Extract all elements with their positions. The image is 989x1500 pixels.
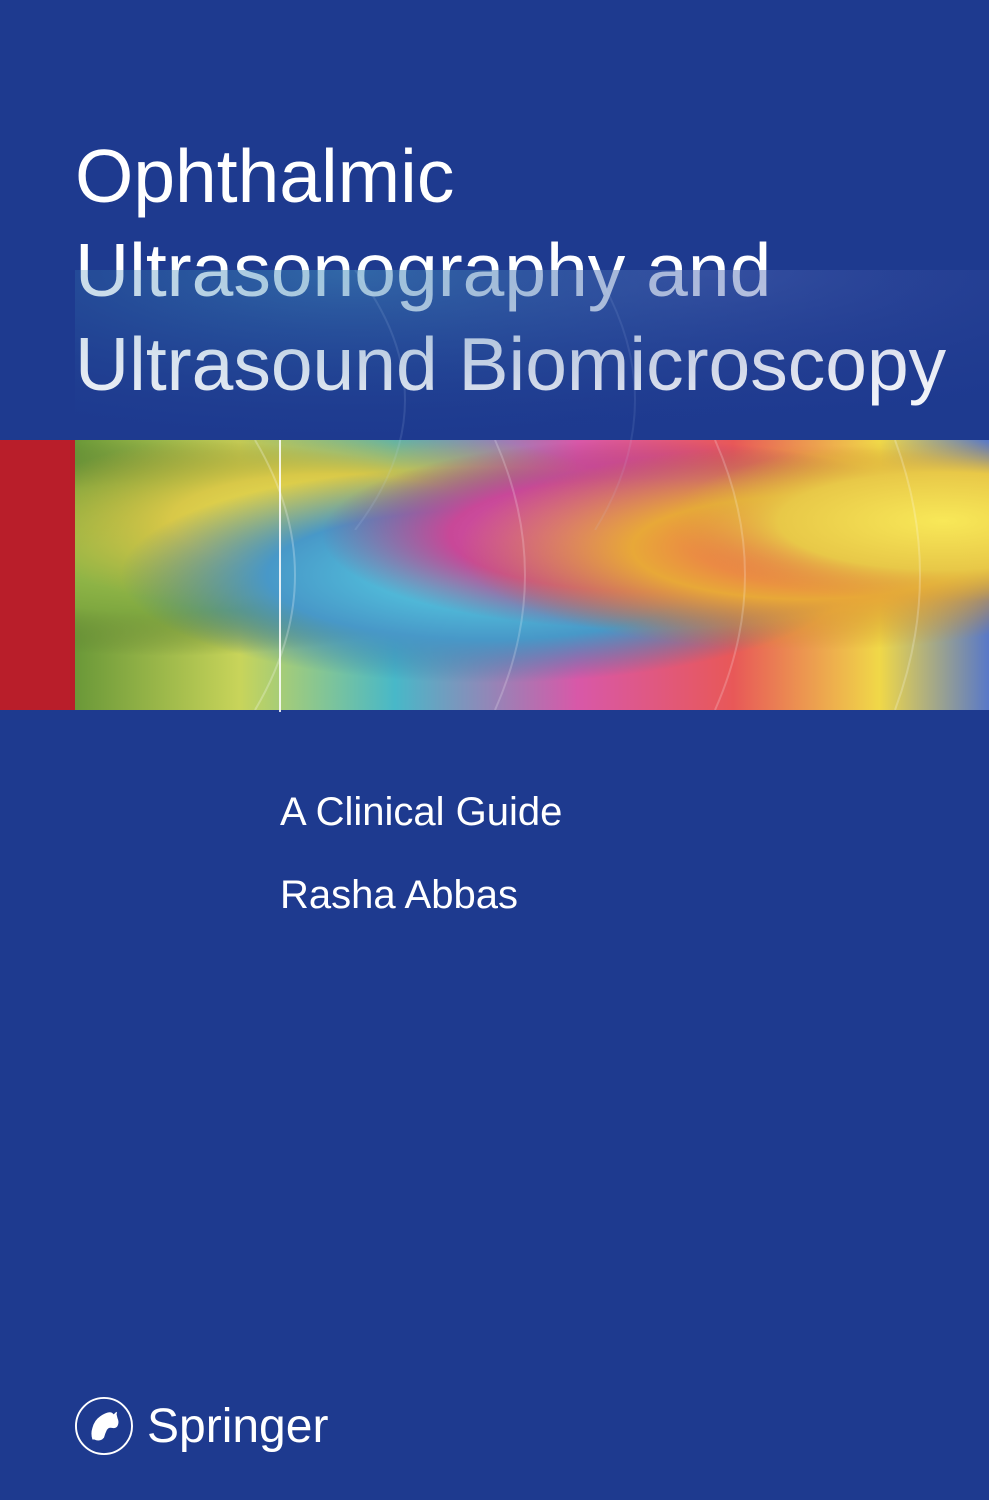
book-title: Ophthalmic Ultrasonography and Ultrasoun…: [75, 130, 949, 411]
publisher-name: Springer: [147, 1399, 328, 1454]
subtitle-block: A Clinical Guide Rasha Abbas: [280, 790, 562, 918]
book-subtitle: A Clinical Guide: [280, 790, 562, 835]
spectrum-artwork: [75, 440, 989, 710]
vertical-divider-line: [279, 440, 281, 712]
accent-red-block: [0, 440, 75, 710]
springer-horse-icon: [75, 1397, 133, 1455]
title-line-3: Ultrasound Biomicroscopy: [75, 322, 946, 406]
title-line-2: Ultrasonography and: [75, 228, 771, 312]
title-block: Ophthalmic Ultrasonography and Ultrasoun…: [75, 130, 949, 411]
book-author: Rasha Abbas: [280, 873, 562, 918]
color-band: [0, 440, 989, 710]
publisher-block: Springer: [75, 1397, 328, 1455]
title-line-1: Ophthalmic: [75, 134, 454, 218]
